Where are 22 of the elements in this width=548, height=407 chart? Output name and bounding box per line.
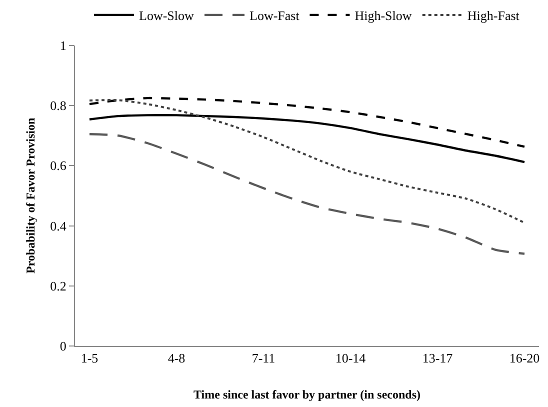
y-tick-label: 1 [60,38,66,53]
legend-label: Low-Fast [250,8,300,24]
line-series [88,99,526,224]
y-axis-title: Probability of Favor Provision [23,118,38,274]
line-series [88,133,526,255]
y-tick-label: 0.8 [50,98,66,114]
y-tick-label: 0 [60,338,66,354]
legend-label: High-Slow [354,8,412,24]
x-tick-label: 4-8 [168,350,186,366]
x-tick-label: 16-20 [509,350,540,366]
x-tick-label: 1-5 [80,350,98,366]
x-tick-label: 7-11 [252,350,276,366]
legend-label: High-Fast [467,8,520,24]
y-tick-label: 0.2 [50,278,66,294]
x-tick-label: 10-14 [335,350,366,366]
y-tick-label: 0.6 [50,158,67,174]
x-tick-label: 13-17 [422,350,454,366]
line-series [88,96,526,148]
legend-label: Low-Slow [139,8,194,24]
x-axis-title: Time since last favor by partner (in seconds) [194,388,420,402]
line-series [88,114,526,164]
y-tick-label: 0.4 [50,218,67,234]
